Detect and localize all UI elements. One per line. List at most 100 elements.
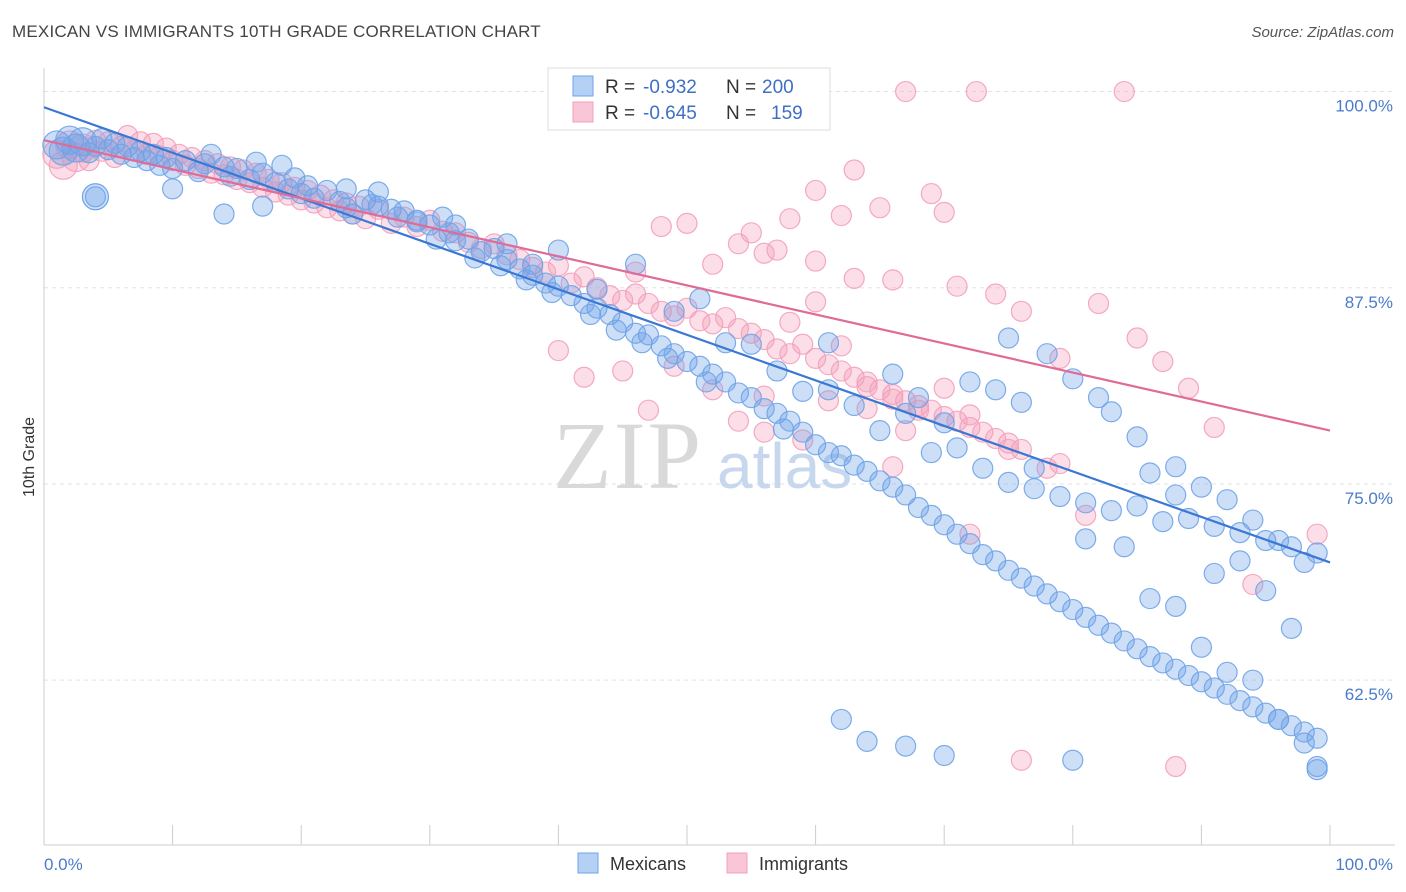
mexicans-point (1280, 715, 1303, 737)
mexicans-point (997, 559, 1020, 581)
mexicans-point (1306, 727, 1328, 749)
axes (43, 68, 1395, 846)
mexicans-point (843, 454, 865, 476)
mexicans-point (573, 292, 595, 315)
immigrants-point (779, 208, 801, 230)
legend-r-value-immigrants: -0.645 (643, 103, 697, 124)
mexicans-point (1255, 702, 1277, 724)
mexicans-point (882, 476, 904, 498)
bottom-legend-label-mexicans: Mexicans (610, 854, 686, 874)
mexicans-point (856, 730, 878, 753)
mexicans-point (1177, 664, 1200, 687)
watermark-zip: ZIP (553, 402, 703, 509)
mexicans-point (1062, 749, 1084, 771)
mexicans-point (1229, 550, 1251, 572)
mexicans-point (714, 332, 737, 354)
y-tick-label: 75.0% (1345, 489, 1393, 508)
mexicans-point (1087, 387, 1110, 409)
immigrants-point (895, 420, 917, 442)
y-axis-label: 10th Grade (21, 417, 38, 497)
mexicans-point (1216, 683, 1238, 705)
mexicans-point (522, 253, 544, 275)
mexicans-point (335, 178, 357, 200)
mexicans-point (444, 230, 467, 252)
mexicans-point (997, 471, 1020, 493)
mexicans-point (522, 264, 544, 286)
immigrants-point (116, 124, 139, 147)
mexicans-point (895, 484, 917, 506)
mexicans-point (1049, 591, 1071, 613)
immigrants-point (573, 366, 595, 388)
mexicans-point (1139, 587, 1161, 610)
mexicans-point (895, 735, 917, 757)
immigrants-point (882, 269, 904, 291)
mexicans-point (766, 402, 788, 424)
mexicans-point (920, 441, 942, 464)
mexicans-point (1139, 462, 1161, 484)
mexicans-point (560, 285, 582, 307)
immigrants-point (804, 347, 827, 369)
mexicans-point (586, 297, 608, 319)
mexicans-point (1190, 671, 1213, 693)
stats-legend: R = -0.932 N = 200 R = -0.645 N = 159 (547, 67, 831, 131)
x-tick-labels: 0.0% 100.0% (44, 855, 1393, 874)
mexicans-point (464, 247, 486, 269)
immigrants-point (779, 311, 801, 333)
mexicans-point (1190, 636, 1213, 658)
mexicans-point (271, 154, 293, 176)
series-legend: Mexicans Immigrants (577, 852, 848, 874)
mexicans-point (1126, 495, 1148, 517)
legend-r-value-mexicans: -0.932 (643, 77, 697, 98)
immigrants-point (1242, 573, 1264, 596)
mexicans-point (985, 379, 1007, 401)
mexicans-point (1049, 485, 1071, 508)
immigrants-point (933, 201, 955, 224)
mexicans-point (1293, 732, 1315, 754)
immigrants-point (740, 322, 762, 344)
mexicans-point (1126, 426, 1148, 448)
mexicans-point (1036, 343, 1058, 365)
legend-swatch-immigrants (572, 101, 594, 123)
immigrants-point (997, 432, 1020, 454)
y-tick-label: 62.5% (1345, 685, 1393, 704)
immigrants-point (817, 390, 840, 412)
mexicans-point (1242, 696, 1264, 718)
mexicans-point (1267, 708, 1290, 731)
immigrants-point (702, 253, 724, 275)
bottom-legend-label-immigrants: Immigrants (759, 854, 848, 874)
immigrants-point (676, 212, 698, 234)
mexicans-point (1165, 595, 1187, 618)
mexicans-point (579, 303, 602, 326)
mexicans-point (1139, 646, 1161, 668)
immigrants-point (985, 283, 1007, 305)
immigrants-point (689, 310, 711, 332)
immigrants-point (663, 305, 685, 327)
immigrants-point (792, 333, 814, 355)
mexicans-point (1100, 622, 1122, 644)
mexicans-point (676, 350, 698, 373)
mexicans-point (1203, 677, 1225, 699)
mexicans-point (792, 421, 814, 443)
mexicans-point (1113, 630, 1135, 652)
immigrants-point (856, 371, 878, 393)
legend-r-label-immigrants: R = (605, 103, 635, 124)
mexicans-point (1036, 583, 1058, 605)
source-label: Source: ZipAtlas.com (1251, 24, 1394, 41)
mexicans-point (817, 332, 840, 354)
immigrants-point (1165, 755, 1187, 778)
mexicans-point (959, 371, 981, 393)
immigrants-point (599, 285, 621, 307)
legend-r-label-mexicans: R = (605, 77, 635, 98)
mexicans-point (213, 203, 235, 225)
immigrants-point (727, 317, 750, 340)
x-tick-marks (172, 825, 1331, 845)
mexicans-point (1165, 456, 1187, 478)
mexicans-point (1062, 598, 1084, 621)
legend-n-value-immigrants: 159 (771, 103, 803, 124)
mexicans-point (162, 178, 184, 200)
legend-n-value-mexicans: 200 (762, 77, 794, 98)
immigrants-point (895, 80, 917, 103)
mexicans-point (1075, 528, 1097, 550)
immigrants-point (965, 80, 987, 103)
mexicans-point (1165, 484, 1187, 506)
